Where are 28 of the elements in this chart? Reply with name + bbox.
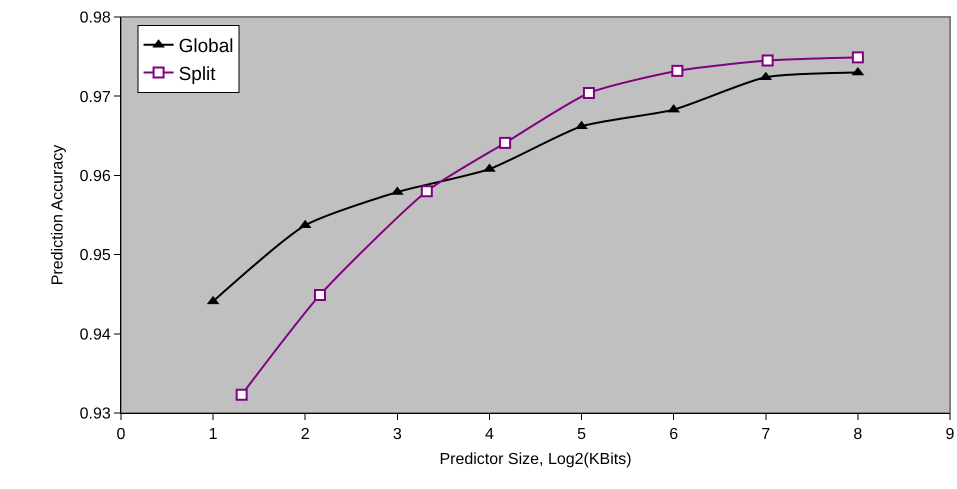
y-tick-label: 0.98 <box>80 10 111 27</box>
x-tick-label: 8 <box>853 426 862 444</box>
point <box>314 288 326 301</box>
point <box>671 64 684 77</box>
point <box>420 185 433 198</box>
x-tick-label: 3 <box>392 426 402 444</box>
legend-label: Global <box>178 36 234 58</box>
x-tick-label: 7 <box>761 426 770 444</box>
x-tick-label: 2 <box>300 426 310 444</box>
legend-label: Split <box>178 64 216 85</box>
x-tick-label: 4 <box>484 426 494 444</box>
y-axis-title: Prediction Accuracy <box>50 144 67 286</box>
point <box>762 54 774 67</box>
point <box>236 388 248 401</box>
point <box>499 136 512 149</box>
y-tick-label: 0.93 <box>80 406 111 423</box>
y-tick-label: 0.94 <box>80 326 111 344</box>
x-axis-title: Predictor Size, Log2(KBits) <box>439 450 632 468</box>
point <box>582 87 595 100</box>
x-tick-label: 5 <box>577 426 586 444</box>
point <box>852 51 864 64</box>
y-tick-label: 0.97 <box>80 88 111 106</box>
x-tick-label: 1 <box>208 426 218 444</box>
y-tick-label: 0.96 <box>80 168 111 185</box>
x-tick-label: 9 <box>946 426 955 444</box>
y-tick-label: 0.95 <box>80 247 111 264</box>
x-tick-label: 6 <box>669 426 678 444</box>
x-tick-label: 0 <box>116 426 126 444</box>
